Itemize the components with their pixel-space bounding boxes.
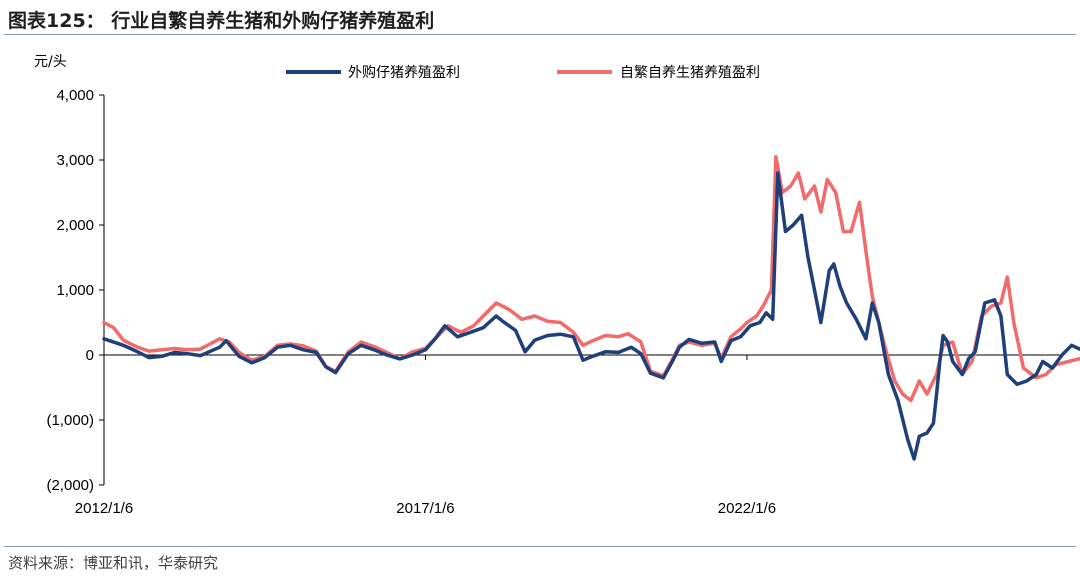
x-axis: 2012/1/6 2017/1/6 2022/1/6 [75,354,1062,517]
x-tick-label: 2012/1/6 [75,500,133,517]
y-tick-label: 4,000 [56,87,94,104]
legend-label-outsourced: 外购仔猪养殖盈利 [348,64,460,81]
chart: 元/头 外购仔猪养殖盈利 自繁自养生猪养殖盈利 4,000 3,000 2,000 1… [34,54,1080,517]
unit-label: 元/头 [34,54,67,70]
y-tick-label: 1,000 [56,282,94,299]
y-tick-label: 3,000 [56,152,94,169]
series-line-outsourced [102,171,1080,461]
series-group [102,155,1080,461]
x-tick-label: 2022/1/6 [718,500,776,517]
y-tick-label: 2,000 [56,217,94,234]
footer-divider [4,546,1076,547]
legend: 外购仔猪养殖盈利 自繁自养生猪养殖盈利 [286,64,760,81]
title-divider [4,34,1076,35]
legend-label-selfbred: 自繁自养生猪养殖盈利 [620,64,760,81]
x-tick-label: 2017/1/6 [396,500,454,517]
y-tick-label: (2,000) [46,477,94,494]
y-tick-label: 0 [86,347,94,364]
y-tick-label: (1,000) [46,412,94,429]
y-axis: 4,000 3,000 2,000 1,000 0 (1,000) (2,000) [46,87,105,494]
source-note: 资料来源：博亚和讯，华泰研究 [8,554,219,572]
figure-title: 图表125： 行业自繁自养生猪和外购仔猪养殖盈利 [8,10,435,32]
